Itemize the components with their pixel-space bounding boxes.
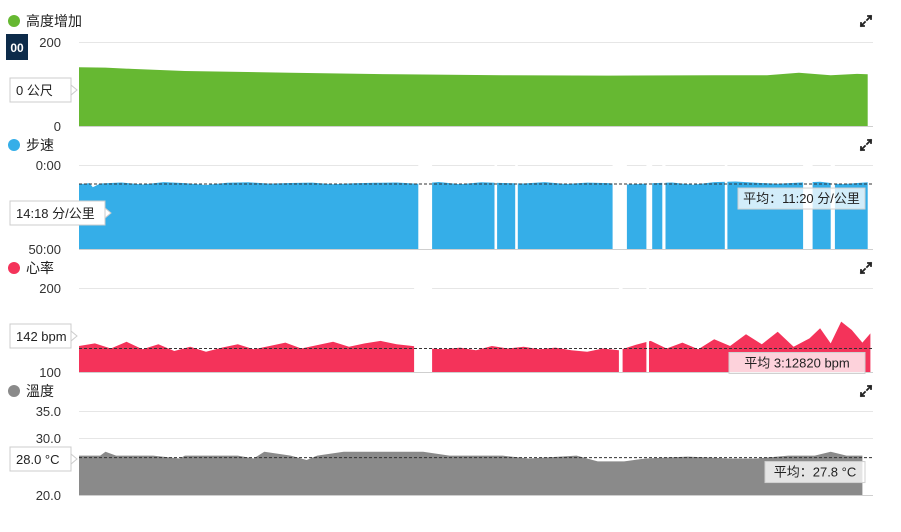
- cursor-value-fragment-box: [6, 34, 28, 60]
- expand-arrows-icon: [859, 14, 873, 28]
- expand-arrows-icon: [859, 261, 873, 275]
- series-gap: [646, 161, 653, 249]
- legend-dot-temperature: [8, 385, 20, 397]
- series-area-heart_rate: [79, 321, 871, 372]
- chart-title: 心率: [26, 260, 54, 276]
- series-gap: [662, 161, 666, 249]
- expand-arrows-icon: [859, 138, 873, 152]
- expand-arrows-icon[interactable]: [859, 384, 873, 398]
- y-tick-label: 20.0: [36, 488, 61, 503]
- legend-dot-pace: [8, 139, 20, 151]
- expand-arrows-icon: [859, 384, 873, 398]
- chart-pace: 0:0050:0033:201:06:401:40:002:13:202:46:…: [8, 137, 873, 257]
- readout-value: 28.0 °C: [16, 452, 60, 467]
- average-label-box: [728, 351, 866, 374]
- readout-box: [9, 323, 72, 349]
- average-label-box: [737, 187, 866, 210]
- y-tick-label: 30.0: [36, 431, 61, 446]
- y-tick-label: 0:00: [36, 158, 61, 173]
- average-label-box: [764, 461, 866, 484]
- series-gap: [612, 161, 627, 249]
- chart-temperature: 35.030.020.033:201:06:401:40:002:13:202:…: [8, 383, 873, 503]
- chart-title: 高度增加: [26, 13, 82, 29]
- readout-pointer: [70, 452, 78, 466]
- series-gap: [724, 161, 728, 249]
- legend-dot-elevation: [8, 15, 20, 27]
- series-gap: [494, 161, 498, 249]
- readout-pointer: [70, 83, 78, 97]
- series-gap: [646, 284, 649, 372]
- series-gap: [418, 161, 433, 249]
- series-area-pace: [79, 181, 868, 249]
- y-tick-label: 200: [39, 35, 61, 50]
- readout-box: [9, 200, 106, 226]
- readout-pointer: [104, 206, 112, 220]
- average-label: 平均 3:12820 bpm: [744, 355, 850, 370]
- chart-title: 步速: [26, 137, 54, 153]
- series-gap: [618, 284, 623, 372]
- readout-value: 142 bpm: [16, 329, 67, 344]
- expand-arrows-icon[interactable]: [859, 138, 873, 152]
- cursor-value-fragment: 00: [10, 41, 24, 55]
- series-gap: [414, 284, 433, 372]
- series-gap: [515, 161, 518, 249]
- average-label: 平均：11:20 分/公里: [743, 191, 860, 206]
- average-label: 平均：27.8 °C: [774, 465, 857, 480]
- readout-pointer: [70, 329, 78, 343]
- y-tick-label: 50:00: [28, 242, 61, 257]
- readout-value: 14:18 分/公里: [16, 206, 95, 221]
- y-tick-label: 0: [54, 119, 61, 134]
- legend-dot-heart_rate: [8, 262, 20, 274]
- chart-title: 溫度: [26, 383, 54, 399]
- expand-arrows-icon[interactable]: [859, 261, 873, 275]
- expand-arrows-icon[interactable]: [859, 14, 873, 28]
- chart-elevation: 200033:201:06:401:40:002:13:202:46:403:2…: [6, 13, 873, 134]
- y-tick-label: 100: [39, 365, 61, 380]
- series-area-temperature: [79, 451, 863, 495]
- chart-heart_rate: 20010033:201:06:401:40:002:13:202:46:403…: [8, 260, 873, 380]
- y-tick-label: 200: [39, 281, 61, 296]
- readout-value: 0 公尺: [16, 83, 53, 98]
- series-area-elevation: [79, 67, 868, 126]
- y-tick-label: 35.0: [36, 404, 61, 419]
